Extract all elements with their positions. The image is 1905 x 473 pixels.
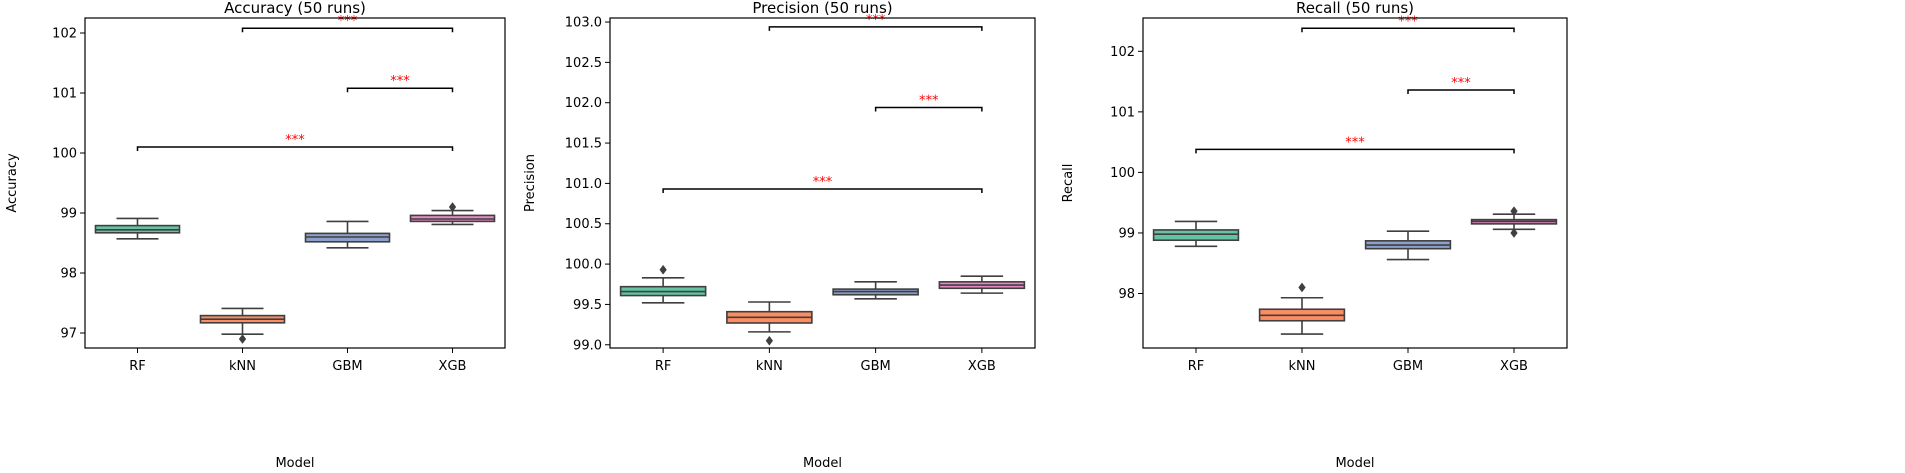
x-tick-label: RF <box>1188 359 1205 374</box>
x-tick-label: GBM <box>332 359 362 374</box>
y-axis-label: Recall <box>1061 164 1076 203</box>
y-tick-label: 99.5 <box>573 298 602 313</box>
y-axis-label: Precision <box>523 154 538 212</box>
box-gbm <box>1364 230 1452 261</box>
box-iqr <box>1152 229 1240 242</box>
box-knn <box>1258 282 1346 335</box>
box-rf <box>1152 220 1240 248</box>
significance-label: *** <box>338 14 358 29</box>
chart-panel-3: Recall (50 runs)*********9899100101102RF… <box>1061 0 1568 471</box>
outlier-point <box>1510 228 1518 238</box>
x-tick-label: kNN <box>756 359 783 374</box>
bracket-line <box>241 27 454 33</box>
bracket-line <box>662 188 983 194</box>
bracket-line <box>874 106 983 112</box>
y-tick-label: 99 <box>1118 226 1135 241</box>
outlier-point <box>1510 206 1518 217</box>
y-tick-label: 102 <box>1110 45 1135 60</box>
x-tick-label: kNN <box>229 359 256 374</box>
y-tick-label: 98 <box>1118 287 1135 302</box>
chart-panel-1: Accuracy (50 runs)*********9798991001011… <box>5 0 506 471</box>
y-tick-label: 101 <box>52 87 77 102</box>
x-axis-label: Model <box>1335 456 1374 471</box>
chart-panel-2: Precision (50 runs)*********99.099.5100.… <box>523 0 1036 471</box>
bracket-line <box>768 26 983 31</box>
y-tick-label: 101.5 <box>565 137 602 152</box>
bracket-line <box>346 87 454 93</box>
bracket-line <box>136 146 454 151</box>
significance-label: *** <box>285 133 305 148</box>
axes-frame <box>1142 17 1568 349</box>
bracket-line <box>1301 27 1515 33</box>
box-xgb <box>409 202 496 226</box>
x-axis-label: Model <box>803 456 842 471</box>
box-xgb <box>938 275 1026 294</box>
y-axis-label: Accuracy <box>5 153 20 213</box>
significance-label: *** <box>919 94 939 109</box>
significance-label: *** <box>1398 14 1418 29</box>
significance-bracket-gbm-xgb: *** <box>346 74 454 93</box>
y-tick-label: 99.0 <box>573 338 602 353</box>
y-tick-label: 101 <box>1110 105 1135 120</box>
outlier-point <box>659 264 667 275</box>
chart-title: Precision (50 runs) <box>752 0 892 17</box>
box-xgb <box>1470 206 1558 238</box>
box-gbm <box>832 281 919 300</box>
outlier-point <box>448 202 457 212</box>
bracket-line <box>1195 148 1515 154</box>
significance-label: *** <box>1345 135 1365 150</box>
y-tick-label: 99 <box>60 207 77 222</box>
bracket-line <box>1407 89 1515 95</box>
x-tick-label: XGB <box>1500 359 1528 374</box>
y-tick-label: 97 <box>60 327 77 342</box>
y-tick-label: 101.0 <box>565 177 602 192</box>
y-tick-label: 100 <box>1110 166 1135 181</box>
x-tick-label: GBM <box>1393 359 1423 374</box>
y-tick-label: 98 <box>60 267 77 282</box>
outlier-point <box>1298 282 1306 293</box>
significance-bracket-gbm-xgb: *** <box>874 94 983 112</box>
box-knn <box>726 301 813 346</box>
y-tick-label: 100.5 <box>565 217 602 232</box>
significance-bracket-gbm-xgb: *** <box>1407 76 1515 95</box>
axes-frame <box>84 17 506 349</box>
box-rf <box>619 264 707 304</box>
x-tick-label: GBM <box>861 359 891 374</box>
y-tick-label: 100.0 <box>565 258 602 273</box>
significance-label: *** <box>1451 76 1471 91</box>
x-axis-label: Model <box>275 456 314 471</box>
x-tick-label: kNN <box>1289 359 1316 374</box>
significance-label: *** <box>866 13 886 28</box>
significance-bracket-rf-xgb: *** <box>136 133 454 151</box>
y-tick-label: 100 <box>52 147 77 162</box>
y-tick-label: 103.0 <box>565 16 602 31</box>
box-knn <box>199 307 286 344</box>
x-tick-label: RF <box>655 359 672 374</box>
box-rf <box>94 217 181 240</box>
significance-label: *** <box>813 175 833 190</box>
x-tick-label: XGB <box>439 359 467 374</box>
x-tick-label: XGB <box>968 359 996 374</box>
significance-bracket-knn-xgb: *** <box>768 13 983 31</box>
box-gbm <box>304 220 391 249</box>
chart-title: Accuracy (50 runs) <box>224 0 366 17</box>
y-tick-label: 102 <box>52 27 77 42</box>
outlier-point <box>238 334 247 344</box>
outlier-point <box>765 335 774 346</box>
y-tick-label: 102.5 <box>565 56 602 71</box>
significance-label: *** <box>390 74 410 89</box>
significance-bracket-rf-xgb: *** <box>662 175 983 194</box>
significance-bracket-rf-xgb: *** <box>1195 135 1515 154</box>
chart-title: Recall (50 runs) <box>1296 0 1414 17</box>
y-tick-label: 102.0 <box>565 96 602 111</box>
x-tick-label: RF <box>129 359 146 374</box>
